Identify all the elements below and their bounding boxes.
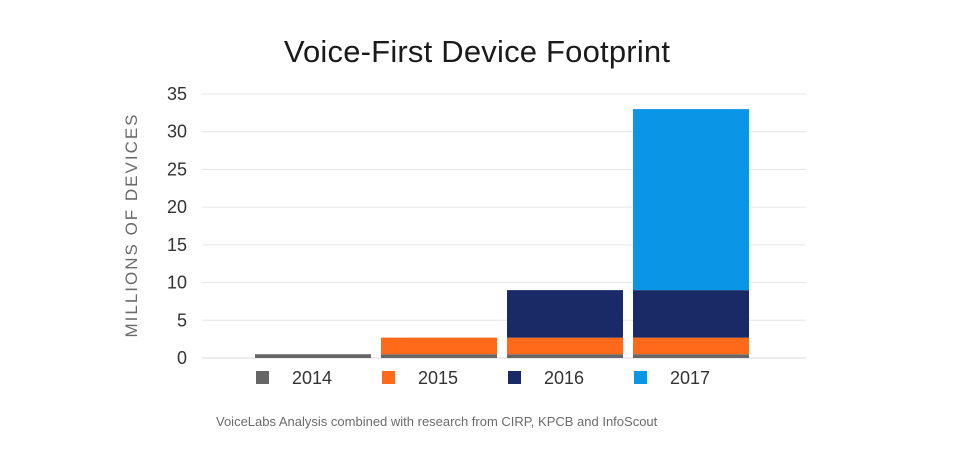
legend-label-2016: 2016 [544,368,584,388]
bar-2017-segment-2016 [633,290,749,338]
legend-label-2017: 2017 [670,368,710,388]
bars [255,109,749,358]
bar-2014-segment-2014 [255,354,371,358]
legend-label-2015: 2015 [418,368,458,388]
y-tick-label: 15 [167,235,187,255]
y-tick-label: 25 [167,159,187,179]
bar-2017-segment-2017 [633,109,749,291]
legend-swatch-2016 [508,371,521,384]
y-tick-label: 30 [167,122,187,142]
legend-swatch-2017 [634,371,647,384]
legend-swatch-2015 [382,371,395,384]
y-axis-ticks: 0 5 10 15 20 25 30 35 [167,84,187,368]
source-note: VoiceLabs Analysis combined with researc… [216,414,658,429]
bar-2016-segment-2015 [507,337,623,355]
bar-2016-segment-2014 [507,354,623,358]
y-tick-label: 0 [177,348,187,368]
legend-label-2014: 2014 [292,368,332,388]
y-axis-label: MILLIONS OF DEVICES [122,112,141,337]
bar-2015-segment-2014 [381,354,497,358]
y-tick-label: 35 [167,84,187,104]
bar-2016-segment-2016 [507,290,623,338]
legend: 2014 2015 2016 2017 [256,368,710,388]
y-tick-label: 10 [167,273,187,293]
chart-title: Voice-First Device Footprint [283,34,671,69]
bar-2017-segment-2014 [633,354,749,358]
legend-swatch-2014 [256,371,269,384]
y-tick-label: 5 [177,310,187,330]
bar-2017-segment-2015 [633,337,749,355]
y-tick-label: 20 [167,197,187,217]
bar-2015-segment-2015 [381,337,497,355]
